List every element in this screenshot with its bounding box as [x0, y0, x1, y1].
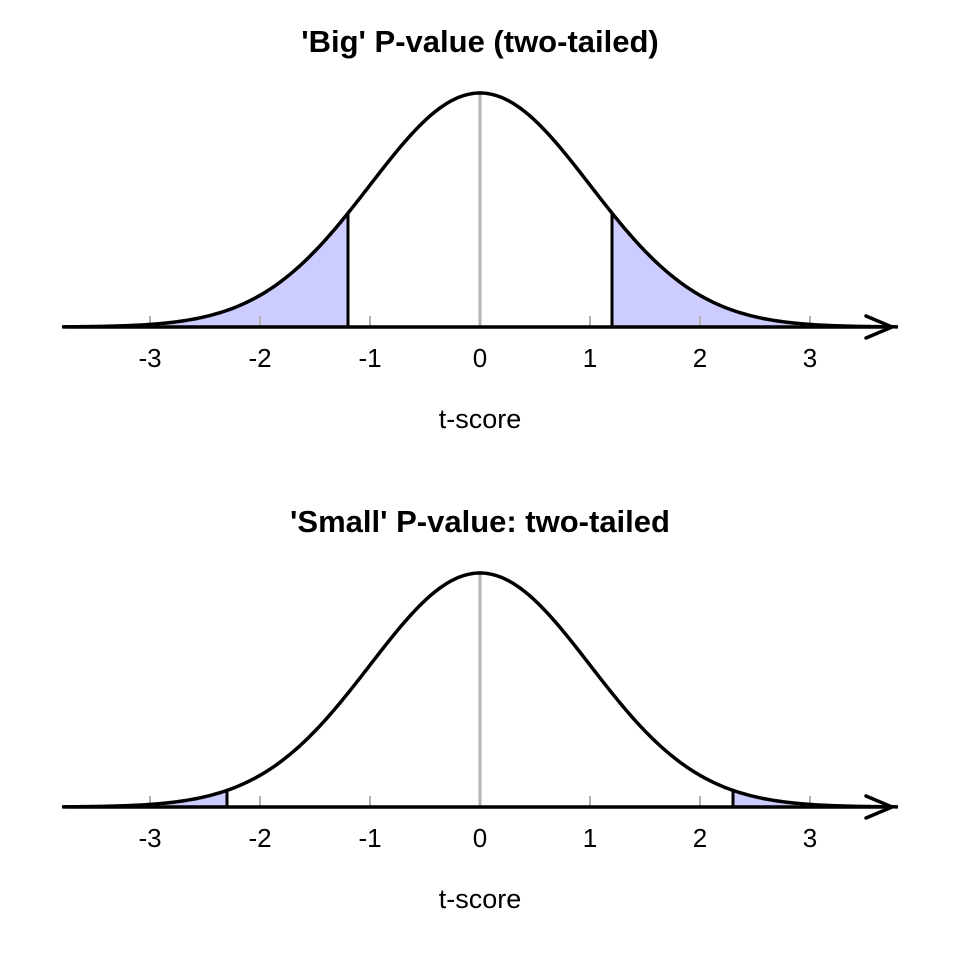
density-curve [61, 571, 899, 809]
x-tick-label: 0 [473, 823, 487, 853]
x-tick-label: -1 [358, 823, 381, 853]
x-tick-label: 2 [693, 343, 707, 373]
chart-title: 'Big' P-value (two-tailed) [301, 24, 659, 59]
x-tick-label: 1 [583, 823, 597, 853]
x-axis-label: t-score [438, 884, 522, 914]
x-tick-label: 3 [803, 343, 817, 373]
x-tick-label: -2 [248, 343, 271, 373]
x-tick-label: -3 [138, 343, 161, 373]
x-axis-label: t-score [438, 404, 522, 434]
lower-tail-area [62, 790, 227, 807]
x-tick-label: -2 [248, 823, 271, 853]
density-plot: -3 -2 -1 0 1 2 3 [61, 571, 899, 853]
x-tick-label: 0 [473, 343, 487, 373]
upper-tail-area [733, 790, 898, 807]
big-pvalue-panel: 'Big' P-value (two-tailed) -3 -2 -1 0 1 2 3 t-… [61, 24, 899, 434]
x-tick-label: -1 [358, 343, 381, 373]
upper-tail-area [612, 213, 898, 327]
x-tick-label: 1 [583, 343, 597, 373]
x-tick-label: 3 [803, 823, 817, 853]
x-tick-label: 2 [693, 823, 707, 853]
density-curve [61, 91, 899, 329]
chart-title: 'Small' P-value: two-tailed [290, 504, 670, 539]
x-tick-label: -3 [138, 823, 161, 853]
lower-tail-area [62, 213, 348, 327]
small-pvalue-panel: 'Small' P-value: two-tailed -3 -2 -1 0 1 2 3 t… [0, 480, 960, 960]
density-plot: -3 -2 -1 0 1 2 3 [61, 91, 899, 373]
